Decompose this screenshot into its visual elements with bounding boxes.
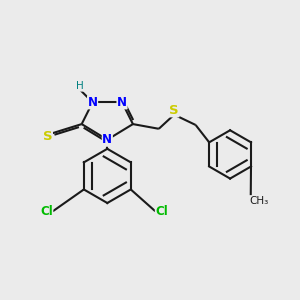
Text: CH₃: CH₃ [249, 196, 268, 206]
Text: Cl: Cl [40, 205, 53, 218]
Text: S: S [43, 130, 52, 143]
Text: N: N [88, 96, 98, 109]
Text: S: S [169, 104, 179, 117]
Text: N: N [102, 133, 112, 146]
Text: N: N [117, 96, 127, 109]
Text: Cl: Cl [155, 205, 168, 218]
Text: H: H [76, 81, 84, 91]
